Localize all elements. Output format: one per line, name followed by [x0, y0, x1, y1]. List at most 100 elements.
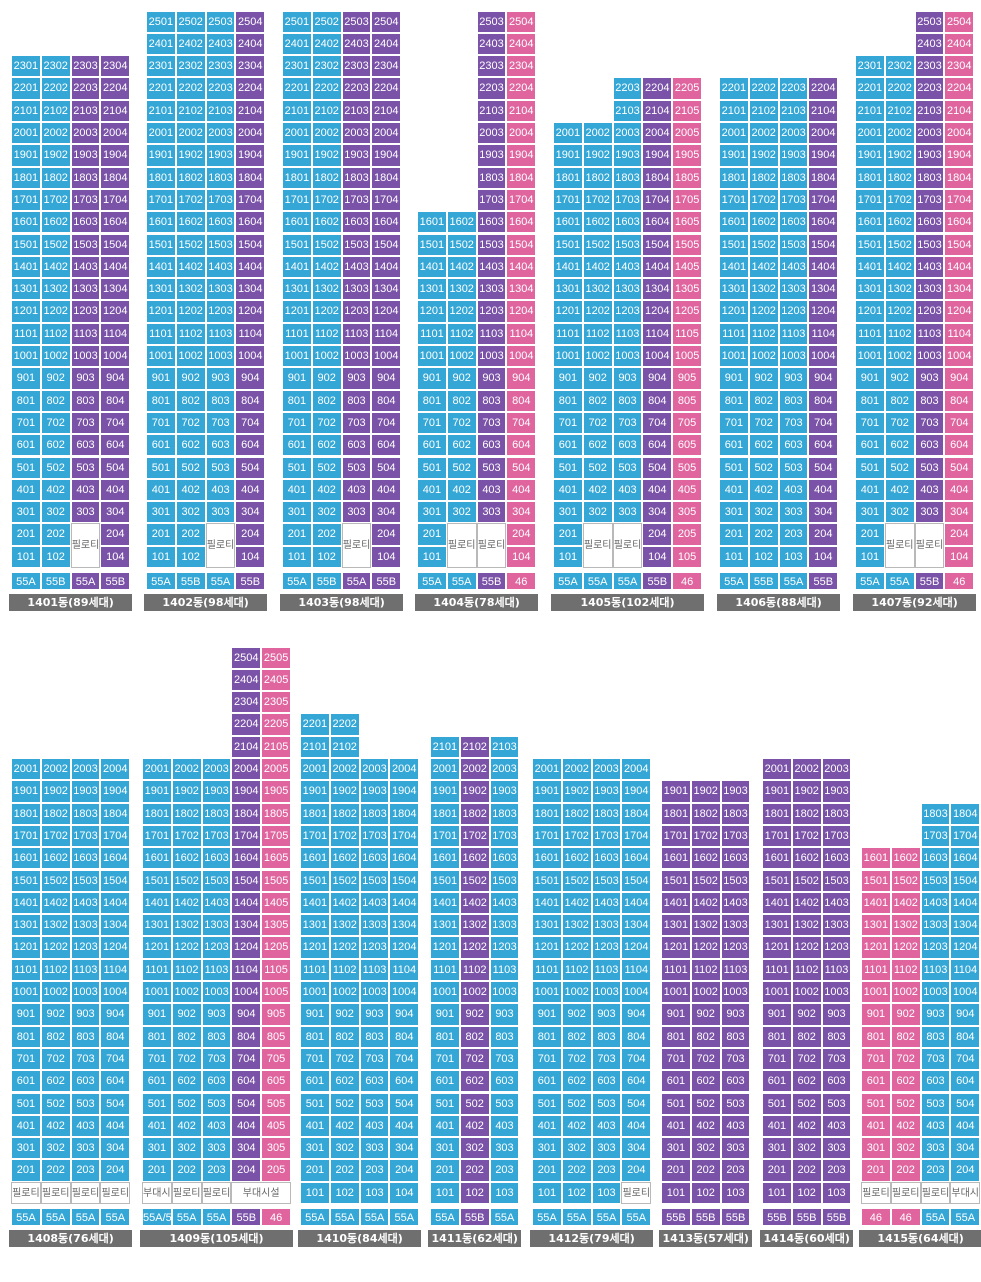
unit-cell: 1504: [100, 233, 131, 256]
unit-cell: 701: [282, 411, 312, 435]
unit-cell: 501: [661, 1092, 691, 1115]
unit-cell: 1602: [40, 211, 71, 234]
unit-cell: 1703: [612, 188, 643, 212]
unit-cell: 303: [778, 501, 809, 524]
unit-type: 55B: [231, 1208, 262, 1226]
unit-cell: 1803: [821, 802, 852, 825]
unit-cell: 1702: [561, 824, 592, 848]
unit-type: 55A: [591, 1208, 622, 1226]
unit-cell: 1301: [762, 914, 792, 937]
unit-cell: 902: [561, 1003, 592, 1026]
unit-cell: 704: [235, 411, 266, 435]
unit-type: 55A: [40, 1208, 71, 1226]
unit-cell: 1302: [884, 278, 915, 301]
unit-cell: 2002: [791, 758, 822, 781]
piloti-cell: 필로티: [890, 1181, 921, 1204]
unit-type: 55A: [950, 1208, 981, 1226]
unit-cell: 1602: [582, 211, 613, 234]
unit-cell: 1902: [329, 780, 360, 803]
unit-cell: 901: [532, 1003, 562, 1026]
unit-cell: 302: [582, 501, 613, 524]
unit-cell: 1101: [142, 958, 172, 981]
unit-cell: 1904: [100, 144, 131, 167]
unit-cell: 1004: [506, 345, 537, 368]
unit-cell: 603: [591, 1070, 622, 1093]
unit-cell: 1201: [553, 300, 583, 323]
unit-cell: 2003: [341, 122, 372, 145]
unit-cell: 304: [100, 1137, 131, 1160]
building-label: 1403동(98세대): [280, 594, 404, 611]
unit-cell: 1303: [920, 914, 951, 937]
unit-cell: 1302: [561, 914, 592, 937]
unit-type: 55A: [430, 1208, 460, 1226]
unit-cell: 1004: [944, 345, 975, 368]
unit-cell: 1602: [446, 211, 477, 234]
unit-cell: 101: [661, 1181, 691, 1204]
unit-cell: 1802: [884, 166, 915, 189]
unit-cell: 1504: [642, 233, 673, 256]
unit-cell: 2004: [506, 122, 537, 145]
unit-cell: 1102: [446, 322, 477, 345]
unit-cell: 604: [950, 1070, 981, 1093]
unit-cell: 702: [446, 411, 477, 435]
unit-cell: 1804: [621, 802, 652, 825]
unit-cell: 403: [70, 478, 101, 502]
unit-cell: 2001: [282, 122, 312, 145]
unit-cell: 2104: [235, 99, 266, 122]
unit-cell: 603: [70, 1070, 101, 1093]
unit-cell: 404: [235, 478, 266, 502]
unit-cell: 102: [311, 545, 342, 568]
unit-cell: 402: [40, 1114, 71, 1138]
unit-cell: 1401: [300, 891, 330, 915]
unit-cell: 601: [282, 434, 312, 457]
unit-type: 46: [261, 1208, 291, 1226]
unit-cell: 1801: [532, 802, 562, 825]
unit-cell: 1002: [459, 981, 490, 1004]
unit-cell: 2502: [175, 10, 206, 33]
unit-cell: 801: [861, 1025, 891, 1048]
unit-cell: 1401: [142, 891, 172, 915]
unit-cell: 1702: [311, 188, 342, 212]
unit-cell: 1702: [791, 824, 822, 848]
unit-cell: 1002: [175, 345, 206, 368]
unit-cell: 402: [582, 478, 613, 502]
unit-cell: 1004: [100, 981, 131, 1004]
unit-cell: 1001: [553, 345, 583, 368]
unit-cell: 2002: [40, 122, 71, 145]
unit-cell: 402: [884, 478, 915, 502]
unit-cell: 102: [690, 1181, 721, 1204]
unit-cell: 401: [553, 478, 583, 502]
unit-cell: 2305: [261, 691, 291, 714]
unit-type: 55A: [100, 1208, 131, 1226]
unit-cell: 1303: [914, 278, 945, 301]
unit-cell: 903: [612, 367, 643, 390]
unit-cell: 1301: [553, 278, 583, 301]
unit-cell: 1404: [950, 891, 981, 915]
unit-cell: 1802: [311, 166, 342, 189]
unit-cell: 102: [459, 1181, 490, 1204]
unit-cell: 1201: [861, 936, 891, 959]
unit-cell: 1603: [720, 847, 751, 870]
unit-cell: 2405: [261, 668, 291, 692]
unit-cell: 2202: [40, 77, 71, 100]
unit-cell: 1303: [70, 278, 101, 301]
unit-cell: 2003: [201, 758, 232, 781]
unit-cell: 2004: [621, 758, 652, 781]
unit-cell: 1601: [532, 847, 562, 870]
unit-cell: 302: [175, 501, 206, 524]
unit-cell: 903: [205, 367, 236, 390]
unit-cell: 301: [11, 501, 41, 524]
unit-cell: 2005: [261, 758, 291, 781]
unit-cell: 2004: [100, 758, 131, 781]
unit-cell: 1404: [389, 891, 420, 915]
unit-cell: 604: [642, 434, 673, 457]
unit-cell: 601: [532, 1070, 562, 1093]
unit-cell: 1201: [855, 300, 885, 323]
piloti-cell: 필로티: [171, 1181, 202, 1204]
unit-cell: 1202: [329, 936, 360, 959]
unit-cell: 1504: [100, 869, 131, 892]
unit-cell: 803: [70, 1025, 101, 1048]
unit-cell: 701: [719, 411, 749, 435]
unit-cell: 1303: [489, 914, 520, 937]
unit-cell: 803: [489, 1025, 520, 1048]
